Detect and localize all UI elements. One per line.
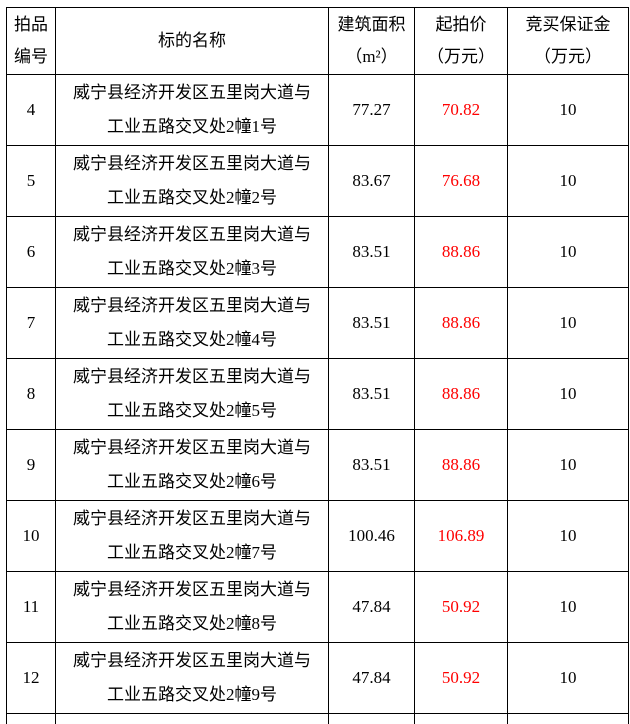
- cell-area: 100.46: [328, 500, 415, 572]
- cell-name: 威宁县经济开发区五里岗大道与 工业五路交叉处2幢2号: [55, 145, 329, 217]
- name-line2: 工业五路交叉处2幢1号: [107, 117, 277, 136]
- table-partial-body: [6, 713, 629, 724]
- cell-area: 77.27: [328, 74, 415, 146]
- cell-item-no: 8: [6, 358, 56, 430]
- name-line2: 工业五路交叉处2幢6号: [107, 472, 277, 491]
- cell-name: 威宁县经济开发区五里岗大道与 工业五路交叉处2幢1号: [55, 74, 329, 146]
- table-row: 7 威宁县经济开发区五里岗大道与 工业五路交叉处2幢4号 83.51 88.86…: [6, 287, 629, 359]
- cell-deposit: 10: [507, 429, 629, 501]
- name-line1: 威宁县经济开发区五里岗大道与: [73, 438, 311, 457]
- header-deposit: 竞买保证金 （万元）: [507, 7, 629, 75]
- name-line1: 威宁县经济开发区五里岗大道与: [73, 225, 311, 244]
- cell-start-price: 88.86: [414, 358, 508, 430]
- cell-deposit: 10: [507, 500, 629, 572]
- cell-area: 83.67: [328, 145, 415, 217]
- cell-deposit: 10: [507, 216, 629, 288]
- cell-name: 威宁县经济开发区五里岗大道与 工业五路交叉处2幢5号: [55, 358, 329, 430]
- name-line2: 工业五路交叉处2幢9号: [107, 685, 277, 704]
- cell-start-price: 106.89: [414, 500, 508, 572]
- cell-item-no: 6: [6, 216, 56, 288]
- cell-start-price: 50.92: [414, 642, 508, 714]
- cell-name: 威宁县经济开发区五里岗大道与 工业五路交叉处2幢9号: [55, 642, 329, 714]
- table-row: 9 威宁县经济开发区五里岗大道与 工业五路交叉处2幢6号 83.51 88.86…: [6, 429, 629, 501]
- name-line1: 威宁县经济开发区五里岗大道与: [73, 580, 311, 599]
- cell-item-no: 11: [6, 571, 56, 643]
- header-deposit-line2: （万元）: [534, 47, 602, 66]
- cell-start-price: 88.86: [414, 287, 508, 359]
- cell-name: 威宁县经济开发区五里岗大道与 工业五路交叉处2幢7号: [55, 500, 329, 572]
- header-start-price-line2: （万元）: [427, 47, 495, 66]
- name-line1: 威宁县经济开发区五里岗大道与: [73, 154, 311, 173]
- cell-area: 83.51: [328, 216, 415, 288]
- cell-start-price: 88.86: [414, 429, 508, 501]
- cell-name: 威宁县经济开发区五里岗大道与 工业五路交叉处2幢8号: [55, 571, 329, 643]
- table-row: 5 威宁县经济开发区五里岗大道与 工业五路交叉处2幢2号 83.67 76.68…: [6, 145, 629, 217]
- cell-item-no: 9: [6, 429, 56, 501]
- cell-start-price: 76.68: [414, 145, 508, 217]
- table-row: 4 威宁县经济开发区五里岗大道与 工业五路交叉处2幢1号 77.27 70.82…: [6, 74, 629, 146]
- cell-deposit: 10: [507, 358, 629, 430]
- cell-item-no: 4: [6, 74, 56, 146]
- cell-area: 83.51: [328, 358, 415, 430]
- cell-deposit: 10: [507, 642, 629, 714]
- header-deposit-line1: 竞买保证金: [525, 15, 611, 34]
- name-line2: 工业五路交叉处2幢8号: [107, 614, 277, 633]
- header-name: 标的名称: [55, 7, 329, 75]
- name-line2: 工业五路交叉处2幢2号: [107, 188, 277, 207]
- name-line1: 威宁县经济开发区五里岗大道与: [73, 367, 311, 386]
- table-row: 11 威宁县经济开发区五里岗大道与 工业五路交叉处2幢8号 47.84 50.9…: [6, 571, 629, 643]
- partial-cell: [6, 713, 56, 724]
- name-line1: 威宁县经济开发区五里岗大道与: [73, 83, 311, 102]
- header-start-price-line1: 起拍价: [435, 15, 487, 34]
- table-body: 4 威宁县经济开发区五里岗大道与 工业五路交叉处2幢1号 77.27 70.82…: [6, 74, 629, 714]
- cell-deposit: 10: [507, 74, 629, 146]
- table-row: 6 威宁县经济开发区五里岗大道与 工业五路交叉处2幢3号 83.51 88.86…: [6, 216, 629, 288]
- name-line2: 工业五路交叉处2幢3号: [107, 259, 277, 278]
- header-start-price: 起拍价 （万元）: [414, 7, 508, 75]
- table-header-row: 拍品 编号 标的名称 建筑面积 （m²） 起拍价 （万元） 竞买保证金 （万元）: [6, 7, 629, 75]
- cell-area: 47.84: [328, 571, 415, 643]
- partial-cell: [55, 713, 329, 724]
- header-area-line1: 建筑面积: [337, 15, 406, 34]
- cell-deposit: 10: [507, 145, 629, 217]
- cell-item-no: 5: [6, 145, 56, 217]
- header-area: 建筑面积 （m²）: [328, 7, 415, 75]
- cell-start-price: 70.82: [414, 74, 508, 146]
- cell-name: 威宁县经济开发区五里岗大道与 工业五路交叉处2幢6号: [55, 429, 329, 501]
- cell-name: 威宁县经济开发区五里岗大道与 工业五路交叉处2幢4号: [55, 287, 329, 359]
- name-line2: 工业五路交叉处2幢5号: [107, 401, 277, 420]
- cell-deposit: 10: [507, 571, 629, 643]
- auction-table: 拍品 编号 标的名称 建筑面积 （m²） 起拍价 （万元） 竞买保证金 （万元）: [6, 7, 629, 724]
- cell-start-price: 50.92: [414, 571, 508, 643]
- cell-item-no: 7: [6, 287, 56, 359]
- cell-item-no: 12: [6, 642, 56, 714]
- cell-item-no: 10: [6, 500, 56, 572]
- header-item-no-line2: 编号: [14, 47, 48, 66]
- partial-cell: [328, 713, 415, 724]
- cell-deposit: 10: [507, 287, 629, 359]
- name-line1: 威宁县经济开发区五里岗大道与: [73, 509, 311, 528]
- cell-area: 83.51: [328, 429, 415, 501]
- cell-area: 83.51: [328, 287, 415, 359]
- header-item-no-line1: 拍品: [14, 15, 48, 34]
- name-line2: 工业五路交叉处2幢4号: [107, 330, 277, 349]
- name-line1: 威宁县经济开发区五里岗大道与: [73, 651, 311, 670]
- name-line2: 工业五路交叉处2幢7号: [107, 543, 277, 562]
- header-item-no: 拍品 编号: [6, 7, 56, 75]
- partial-cell: [507, 713, 629, 724]
- cell-start-price: 88.86: [414, 216, 508, 288]
- partial-cell: [414, 713, 508, 724]
- partial-next-row: [6, 713, 629, 724]
- table-row: 10 威宁县经济开发区五里岗大道与 工业五路交叉处2幢7号 100.46 106…: [6, 500, 629, 572]
- cell-area: 47.84: [328, 642, 415, 714]
- table-row: 8 威宁县经济开发区五里岗大道与 工业五路交叉处2幢5号 83.51 88.86…: [6, 358, 629, 430]
- cell-name: 威宁县经济开发区五里岗大道与 工业五路交叉处2幢3号: [55, 216, 329, 288]
- header-area-line2: （m²）: [345, 47, 398, 66]
- name-line1: 威宁县经济开发区五里岗大道与: [73, 296, 311, 315]
- table-row: 12 威宁县经济开发区五里岗大道与 工业五路交叉处2幢9号 47.84 50.9…: [6, 642, 629, 714]
